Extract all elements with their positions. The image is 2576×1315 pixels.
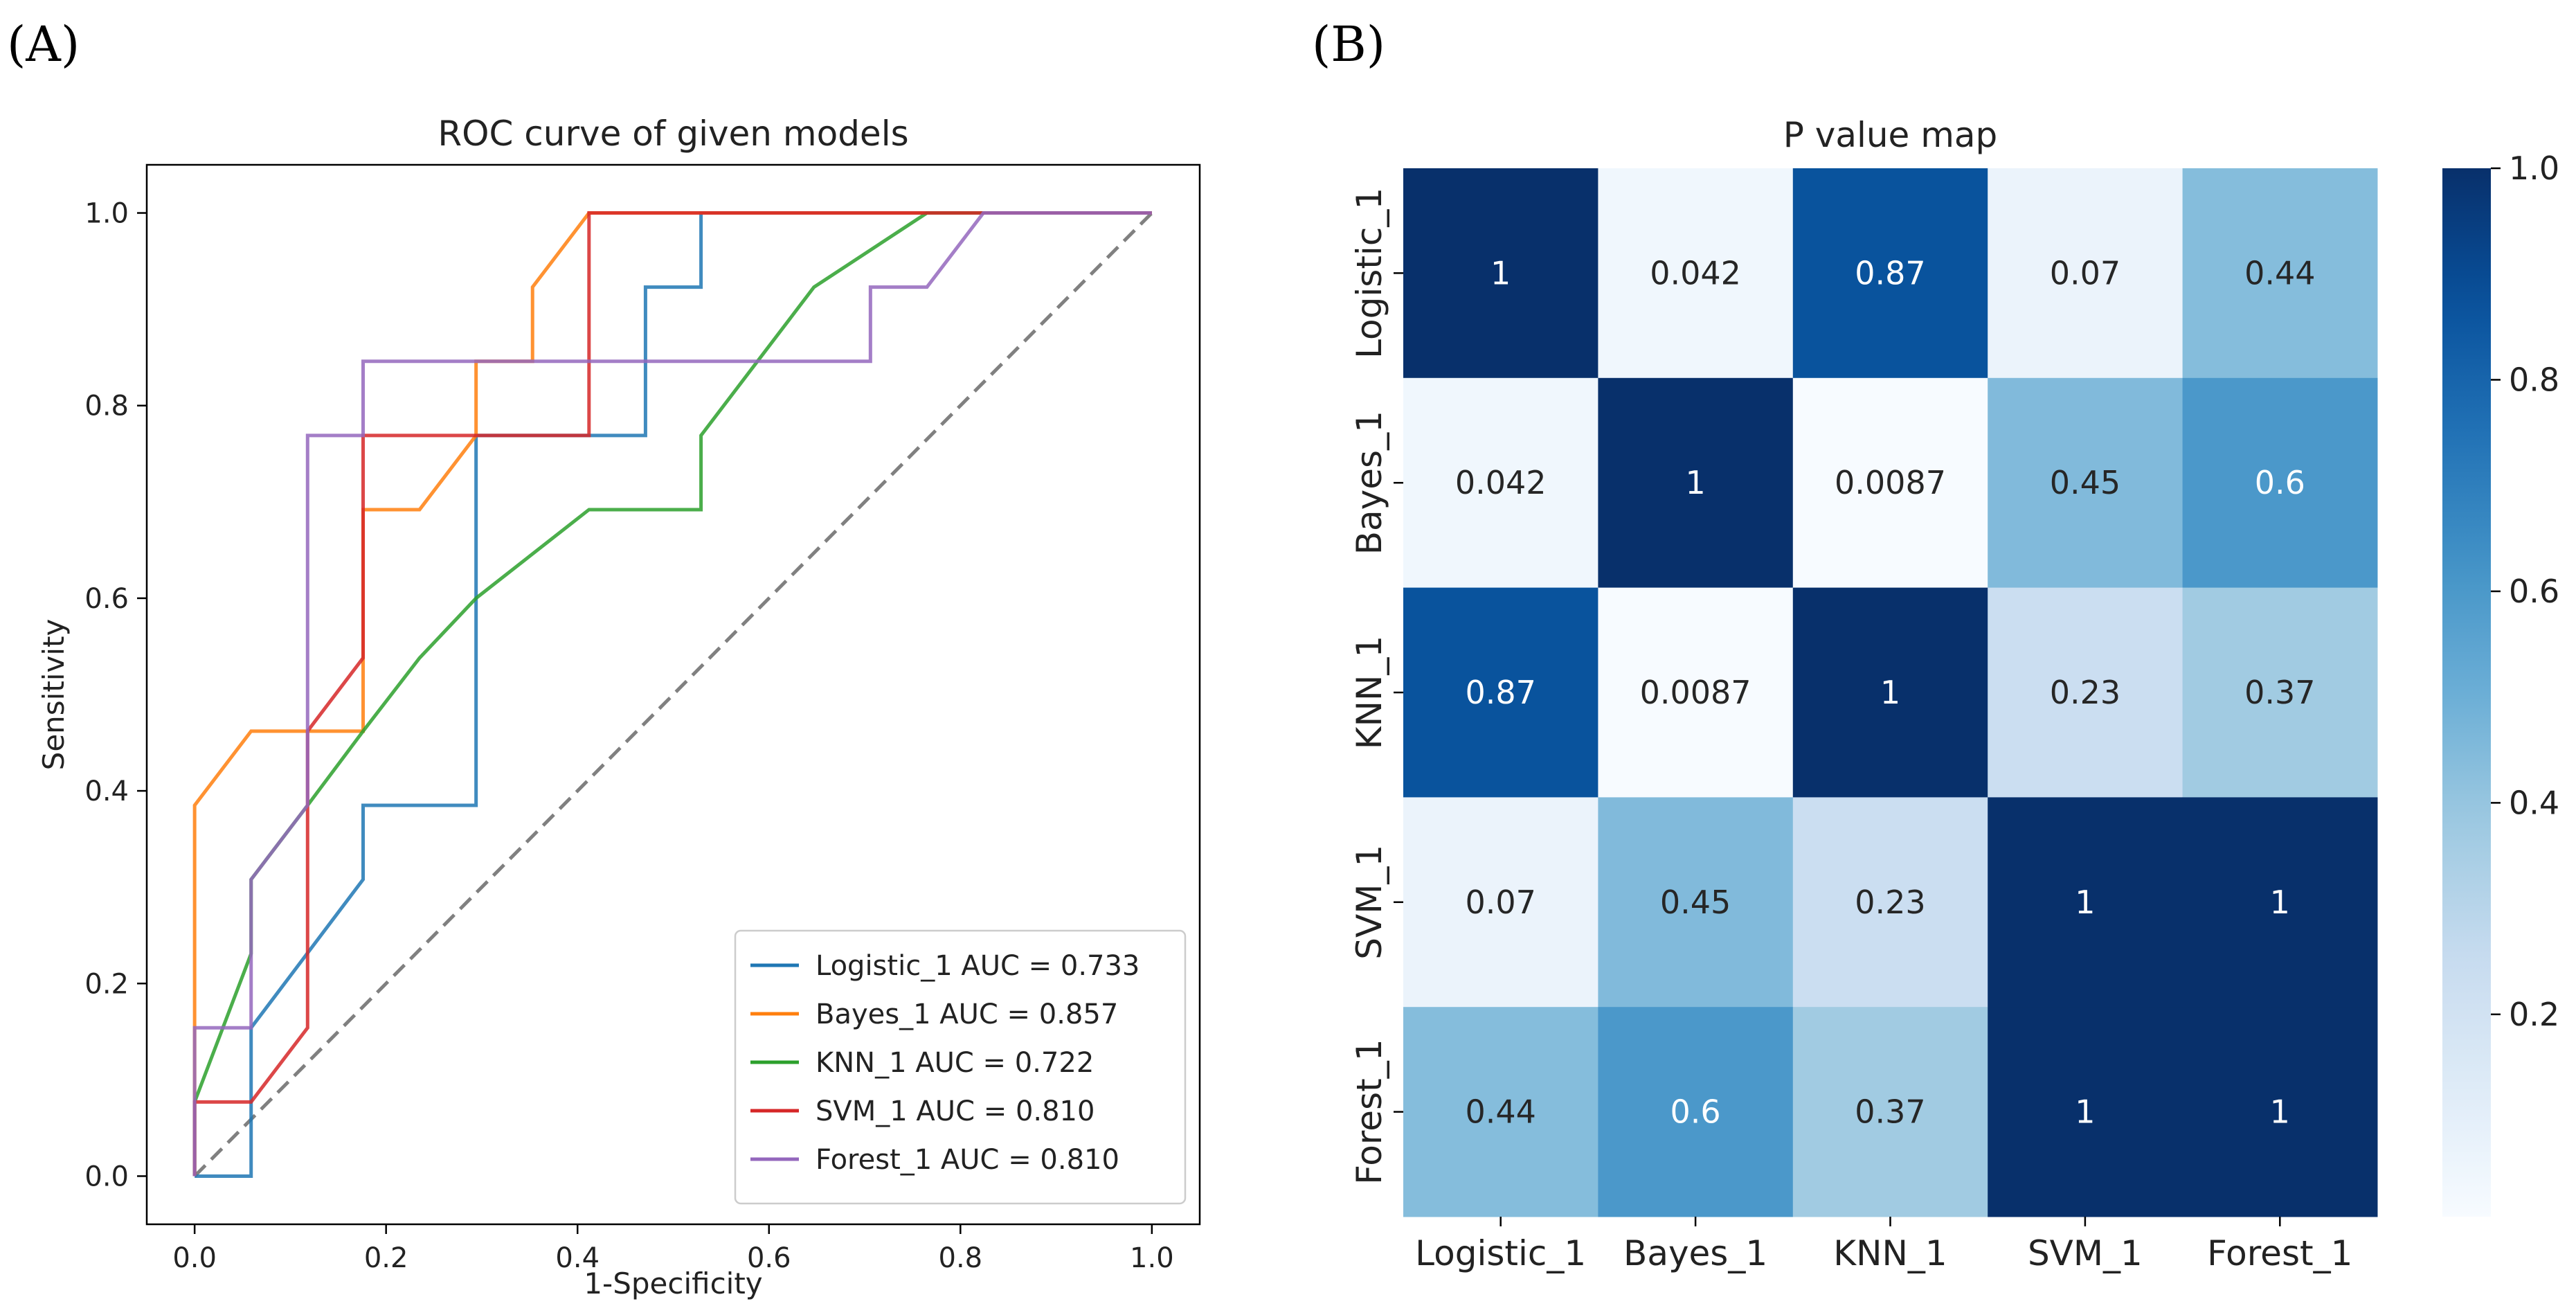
roc-legend-entry: SVM_1 AUC = 0.810 — [816, 1095, 1095, 1127]
heatmap-cell-label: 0.45 — [1660, 884, 1731, 921]
roc-xtick-label: 0.8 — [939, 1242, 983, 1274]
heatmap-cell-label: 1 — [1490, 254, 1511, 292]
heatmap-cell — [1598, 797, 1794, 1008]
heatmap-xtick-label: KNN_1 — [1833, 1233, 1947, 1273]
heatmap-cell-label: 0.37 — [1855, 1093, 1925, 1131]
heatmap-ytick-label: Forest_1 — [1349, 1039, 1389, 1184]
heatmap-ytick-label: Bayes_1 — [1349, 411, 1389, 555]
roc-ytick-label: 0.2 — [84, 968, 129, 1000]
panel-a-label: (A) — [7, 16, 80, 73]
heatmap-cell — [1598, 1007, 1794, 1217]
roc-title: ROC curve of given models — [438, 114, 908, 154]
heatmap-cell — [1792, 587, 1988, 798]
heatmap-cell-label: 1 — [2075, 1093, 2095, 1131]
heatmap-cell-label: 0.0087 — [1835, 464, 1946, 501]
heatmap-cell-label: 0.45 — [2050, 464, 2120, 501]
heatmap-cell — [1988, 587, 2183, 798]
roc-reference-line — [193, 211, 1153, 1178]
heatmap-cell-label: 0.07 — [1465, 884, 1535, 921]
heatmap-cell — [1988, 377, 2183, 589]
heatmap-cell-label: 0.0087 — [1640, 674, 1751, 711]
heatmap-cell — [1988, 1007, 2183, 1217]
heatmap-title: P value map — [1783, 115, 1998, 155]
heatmap-cell — [1988, 168, 2183, 379]
heatmap-cell-label: 0.07 — [2050, 254, 2120, 292]
colorbar-tick-label: 0.8 — [2509, 361, 2559, 398]
heatmap-ytick-label: KNN_1 — [1349, 636, 1389, 749]
roc-xtick-label: 0.4 — [555, 1242, 600, 1274]
panel-b-label: (B) — [1312, 16, 1385, 73]
roc-legend-entry: Logistic_1 AUC = 0.733 — [816, 950, 1140, 982]
roc-xtick-label: 0.6 — [747, 1242, 791, 1274]
heatmap-ytick-label: Logistic_1 — [1349, 188, 1389, 359]
heatmap-cell-label: 0.6 — [1670, 1093, 1721, 1131]
roc-series-bayes_1 — [192, 211, 1152, 1177]
heatmap-cell-label: 1 — [1685, 464, 1705, 501]
roc-series-forest_1 — [192, 211, 1152, 1177]
colorbar — [2442, 168, 2491, 1217]
roc-chart: ROC curve of given models 0.0 0.2 0.4 0.6 0.8… — [37, 114, 1201, 1300]
heatmap-cell — [1792, 1007, 1988, 1217]
heatmap-cell-label: 1 — [2075, 884, 2095, 921]
heatmap-cell — [1792, 168, 1988, 379]
roc-ytick-label: 0.0 — [84, 1161, 129, 1192]
heatmap-cell-label: 1 — [1880, 674, 1900, 711]
roc-xtick-label: 0.0 — [172, 1242, 217, 1274]
roc-plot-frame — [145, 163, 1201, 1226]
pvalue-heatmap: P value map 1 0.042 0.87 0.07 0.44 0.042 1 0.008… — [1349, 115, 2559, 1273]
heatmap-cell-label: 0.23 — [2050, 674, 2120, 711]
heatmap-cell-label: 1 — [2270, 884, 2290, 921]
heatmap-xtick-label: Forest_1 — [2207, 1233, 2352, 1273]
roc-legend — [734, 929, 1187, 1205]
heatmap-cell-label: 0.44 — [1465, 1093, 1535, 1131]
heatmap-xtick-label: SVM_1 — [2028, 1233, 2143, 1273]
heatmap-cell-label: 1 — [2270, 1093, 2290, 1131]
heatmap-cell — [2182, 377, 2378, 589]
heatmap-cell — [1403, 168, 1598, 379]
heatmap-cell — [1403, 377, 1598, 589]
heatmap-cell — [1988, 797, 2183, 1008]
roc-ytick-label: 0.8 — [84, 391, 129, 422]
heatmap-cell-label: 0.44 — [2244, 254, 2315, 292]
heatmap-cell — [1403, 1007, 1598, 1217]
colorbar-tick-label: 0.6 — [2509, 573, 2559, 610]
roc-ylabel: Sensitivity — [37, 619, 71, 771]
heatmap-xtick-label: Bayes_1 — [1623, 1233, 1767, 1273]
heatmap-xtick-label: Logistic_1 — [1415, 1233, 1586, 1273]
heatmap-ytick-label: SVM_1 — [1349, 845, 1389, 960]
roc-ytick-label: 0.4 — [84, 776, 129, 807]
roc-ytick-label: 1.0 — [84, 198, 129, 230]
roc-legend-entry: Bayes_1 AUC = 0.857 — [816, 999, 1118, 1030]
colorbar-tick-label: 1.0 — [2509, 150, 2559, 187]
colorbar-tick-label: 0.2 — [2509, 996, 2559, 1033]
heatmap-cell — [1792, 797, 1988, 1008]
roc-series-svm_1 — [192, 211, 1152, 1177]
heatmap-cell-label: 0.042 — [1455, 464, 1547, 501]
roc-xtick-label: 0.2 — [364, 1242, 408, 1274]
roc-ytick-label: 0.6 — [84, 583, 129, 615]
heatmap-cell-label: 0.87 — [1855, 254, 1925, 292]
heatmap-cell — [2182, 587, 2378, 798]
heatmap-cell-label: 0.23 — [1855, 884, 1925, 921]
heatmap-cell — [1403, 587, 1598, 798]
heatmap-cell — [1403, 797, 1598, 1008]
heatmap-cell — [2182, 797, 2378, 1008]
heatmap-cell — [2182, 168, 2378, 379]
heatmap-cell — [1598, 377, 1794, 589]
roc-legend-entry: KNN_1 AUC = 0.722 — [816, 1047, 1094, 1079]
roc-legend-entry: Forest_1 AUC = 0.810 — [816, 1144, 1119, 1176]
heatmap-cell-label: 0.37 — [2244, 674, 2315, 711]
heatmap-cell — [1598, 587, 1794, 798]
roc-xtick-label: 1.0 — [1130, 1242, 1174, 1274]
colorbar-tick-label: 0.4 — [2509, 784, 2559, 821]
heatmap-cell-label: 0.6 — [2255, 464, 2305, 501]
roc-xlabel: 1-Specificity — [584, 1267, 762, 1300]
heatmap-cell — [1792, 377, 1988, 589]
heatmap-cell — [2182, 1007, 2378, 1217]
heatmap-cell-label: 0.042 — [1650, 254, 1741, 292]
heatmap-cell — [1598, 168, 1794, 379]
heatmap-cell-label: 0.87 — [1465, 674, 1535, 711]
